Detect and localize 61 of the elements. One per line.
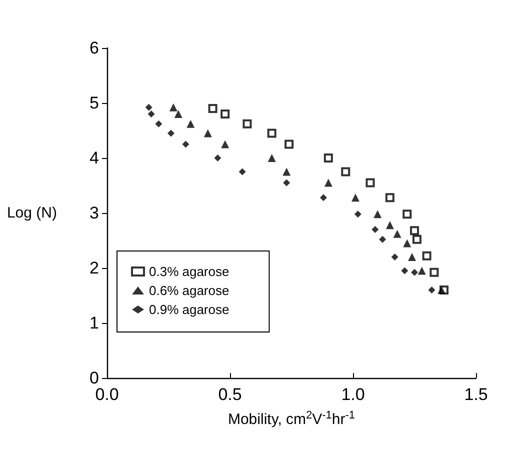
point <box>351 194 360 202</box>
point <box>402 210 412 219</box>
legend-label: 0.3% agarose <box>149 264 230 279</box>
point <box>393 230 402 238</box>
y-axis-title: Log (N) <box>6 204 57 222</box>
point <box>145 104 152 111</box>
point <box>220 110 230 118</box>
point <box>385 193 394 202</box>
point <box>148 110 155 118</box>
point <box>221 140 230 148</box>
point <box>354 210 362 218</box>
point <box>412 234 422 244</box>
point <box>167 130 174 137</box>
point <box>418 266 426 275</box>
x-tick-label: 0.0 <box>95 385 119 404</box>
point <box>186 120 195 128</box>
y-tick-label: 3 <box>90 204 99 222</box>
x-tick-label: 1.0 <box>341 385 365 404</box>
point <box>366 178 375 188</box>
point <box>386 221 394 230</box>
legend-label: 0.9% agarose <box>149 302 230 317</box>
point <box>182 140 190 148</box>
point <box>174 110 182 118</box>
point <box>379 236 386 243</box>
y-tick-label: 0 <box>90 368 99 388</box>
point <box>268 154 276 162</box>
point <box>374 210 382 218</box>
point <box>282 168 291 176</box>
point <box>430 268 439 277</box>
x-tick-label: 0.5 <box>218 385 242 404</box>
point <box>422 251 432 260</box>
point <box>438 286 446 294</box>
point <box>169 103 178 112</box>
point <box>238 168 246 176</box>
point <box>324 178 332 187</box>
point <box>410 226 419 236</box>
point <box>408 253 416 261</box>
point <box>324 154 333 162</box>
point <box>372 226 379 233</box>
y-tick-label: 1 <box>90 314 99 332</box>
x-tick-label: 1.5 <box>464 385 488 404</box>
y-tick-label: 5 <box>90 94 99 112</box>
point <box>320 194 327 202</box>
point <box>155 120 162 128</box>
point <box>411 268 418 276</box>
point <box>284 140 294 149</box>
point <box>267 128 276 138</box>
point <box>283 179 290 186</box>
point <box>242 119 252 128</box>
point <box>208 104 218 113</box>
point <box>401 267 408 274</box>
point <box>428 286 436 294</box>
point <box>403 239 412 248</box>
y-tick-label: 6 <box>90 38 99 58</box>
y-tick-label: 2 <box>90 258 99 278</box>
point <box>391 254 398 260</box>
point <box>341 167 350 176</box>
point <box>214 154 222 162</box>
legend-label: 0.6% agarose <box>149 283 230 298</box>
point <box>204 129 212 138</box>
y-tick-label: 4 <box>90 148 99 168</box>
